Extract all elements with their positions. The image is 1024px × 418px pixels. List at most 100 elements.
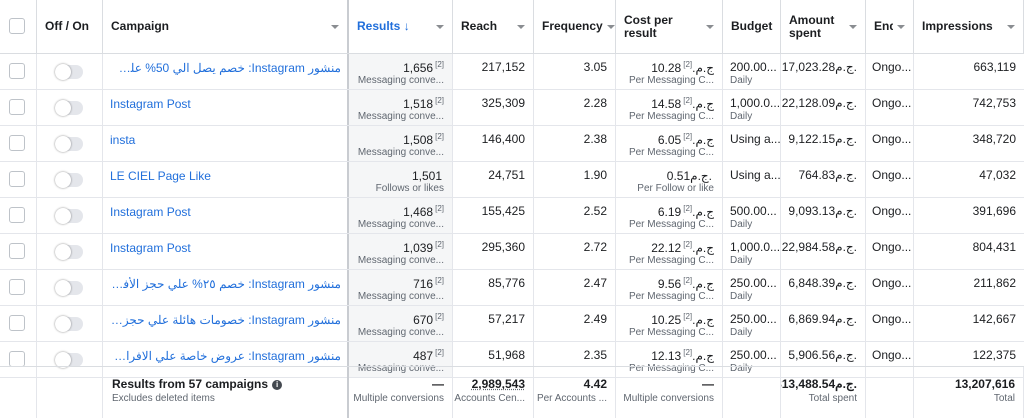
chevron-down-icon[interactable]: [897, 24, 905, 29]
header-off-on[interactable]: Off / On: [37, 0, 103, 53]
results-value[interactable]: 670: [413, 313, 434, 327]
budget-period: Daily: [730, 111, 753, 122]
results-value[interactable]: 1,508: [403, 133, 434, 147]
frequency-value: 2.49: [583, 312, 607, 326]
footer-cost-per-result: —: [702, 377, 714, 391]
cost-per-result-value[interactable]: 0.51ج.م.: [666, 169, 712, 183]
row-checkbox[interactable]: [9, 350, 25, 367]
row-checkbox[interactable]: [9, 98, 25, 115]
header-cost-per-result[interactable]: Cost per result: [616, 0, 723, 53]
campaign-toggle[interactable]: [55, 207, 83, 224]
campaign-toggle[interactable]: [55, 63, 83, 80]
reach-value: 295,360: [481, 240, 525, 254]
campaign-name-link[interactable]: منشور Instagram: عروض خاصة علي الافراح ف…: [110, 349, 341, 363]
campaign-toggle[interactable]: [55, 171, 83, 188]
row-checkbox[interactable]: [9, 170, 25, 187]
campaign-name-link[interactable]: منشور Instagram: خصم يصل الي 50% علي الأ…: [110, 61, 341, 75]
header-frequency[interactable]: Frequency: [534, 0, 616, 53]
header-select-cell: [0, 0, 37, 53]
results-type: Messaging conve...: [357, 291, 444, 302]
campaign-name-link[interactable]: منشور Instagram: خصومات هائلة علي حجز ال…: [110, 313, 341, 327]
chevron-down-icon[interactable]: [706, 24, 714, 29]
select-all-checkbox[interactable]: [9, 17, 25, 34]
budget-value[interactable]: 250.00...: [730, 276, 777, 290]
ends-value: Ongo...: [872, 240, 912, 254]
ends-value: Ongo...: [872, 312, 912, 326]
chevron-down-icon[interactable]: [1007, 24, 1015, 29]
campaign-toggle[interactable]: [55, 243, 83, 260]
results-value[interactable]: 716: [413, 277, 434, 291]
row-checkbox[interactable]: [9, 134, 25, 151]
chevron-down-icon[interactable]: [606, 24, 615, 29]
header-impressions[interactable]: Impressions: [914, 0, 1024, 53]
campaign-name-link[interactable]: insta: [110, 133, 136, 147]
campaign-toggle[interactable]: [55, 351, 83, 368]
cost-per-result-value[interactable]: 22.12ج.م.: [651, 241, 714, 255]
results-value[interactable]: 1,468: [403, 205, 434, 219]
ends-value: Ongo...: [872, 60, 912, 74]
budget-value[interactable]: Using a...: [730, 132, 781, 146]
table-row: Instagram Post 1,518 [2] Messaging conve...…: [0, 90, 1024, 126]
footer-reach[interactable]: 2,989,543: [471, 377, 525, 391]
cost-per-result-value[interactable]: 9.56ج.م.: [657, 277, 714, 291]
results-value[interactable]: 1,039: [403, 241, 434, 255]
frequency-value: 3.05: [583, 60, 607, 74]
budget-period: Daily: [730, 219, 753, 230]
budget-value[interactable]: 250.00...: [730, 312, 777, 326]
cost-per-result-value[interactable]: 12.13ج.م.: [651, 349, 714, 363]
amount-spent-value: 6,869.94ج.م.: [788, 312, 857, 326]
campaign-toggle[interactable]: [55, 315, 83, 332]
campaign-toggle[interactable]: [55, 99, 83, 116]
results-value[interactable]: 1,518: [403, 97, 434, 111]
cost-per-result-type: Per Messaging C...: [628, 291, 714, 302]
chevron-down-icon[interactable]: [849, 24, 857, 29]
header-campaign[interactable]: Campaign: [103, 0, 349, 53]
budget-value[interactable]: 200.00...: [730, 60, 777, 74]
header-amount-spent[interactable]: Amount spent: [781, 0, 866, 53]
chevron-down-icon[interactable]: [331, 24, 339, 29]
campaign-name-link[interactable]: Instagram Post: [110, 241, 191, 255]
budget-value[interactable]: 1,000.0...: [730, 240, 781, 254]
info-icon[interactable]: i: [272, 379, 283, 390]
campaign-toggle[interactable]: [55, 279, 83, 296]
chevron-down-icon[interactable]: [517, 24, 525, 29]
cost-per-result-value[interactable]: 10.28ج.م.: [651, 61, 714, 75]
cost-per-result-value[interactable]: 6.05ج.م.: [657, 133, 714, 147]
table-row: منشور Instagram: خصومات هائلة علي حجز ال…: [0, 306, 1024, 342]
results-type: Messaging conve...: [357, 327, 444, 338]
header-reach[interactable]: Reach: [453, 0, 534, 53]
amount-spent-value: 22,984.58ج.م.: [781, 240, 857, 254]
cost-per-result-value[interactable]: 14.58ج.م.: [651, 97, 714, 111]
budget-value[interactable]: 1,000.0...: [730, 96, 781, 110]
budget-value[interactable]: 250.00...: [730, 348, 777, 362]
results-type: Messaging conve...: [357, 363, 444, 374]
results-value[interactable]: 487: [413, 349, 434, 363]
table-row: منشور Instagram: عروض خاصة علي الافراح ف…: [0, 342, 1024, 378]
header-ends[interactable]: Ends: [866, 0, 914, 53]
chevron-down-icon[interactable]: [436, 24, 444, 29]
budget-value[interactable]: 500.00...: [730, 204, 777, 218]
campaign-name-link[interactable]: منشور Instagram: خصم ٢٥% علي حجز الأفراح…: [110, 277, 341, 291]
header-budget[interactable]: Budget: [723, 0, 781, 53]
row-checkbox[interactable]: [9, 62, 25, 79]
footer-subtitle: Excludes deleted items: [112, 393, 215, 404]
row-checkbox[interactable]: [9, 242, 25, 259]
cost-per-result-value[interactable]: 10.25ج.م.: [651, 313, 714, 327]
row-checkbox[interactable]: [9, 278, 25, 295]
header-results[interactable]: Results ↓: [349, 0, 453, 53]
campaign-name-link[interactable]: Instagram Post: [110, 205, 191, 219]
row-checkbox[interactable]: [9, 314, 25, 331]
campaign-name-link[interactable]: Instagram Post: [110, 97, 191, 111]
results-value[interactable]: 1,501: [411, 169, 442, 183]
results-value[interactable]: 1,656: [403, 61, 434, 75]
ends-value: Ongo...: [872, 132, 912, 146]
budget-value[interactable]: Using a...: [730, 168, 781, 182]
campaign-name-link[interactable]: LE CIEL Page Like: [110, 169, 211, 183]
cost-per-result-type: Per Messaging C...: [628, 363, 714, 374]
row-checkbox[interactable]: [9, 206, 25, 223]
cost-per-result-value[interactable]: 6.19ج.م.: [657, 205, 714, 219]
cost-per-result-type: Per Messaging C...: [628, 147, 714, 158]
campaign-toggle[interactable]: [55, 135, 83, 152]
reach-value: 24,751: [488, 168, 525, 182]
